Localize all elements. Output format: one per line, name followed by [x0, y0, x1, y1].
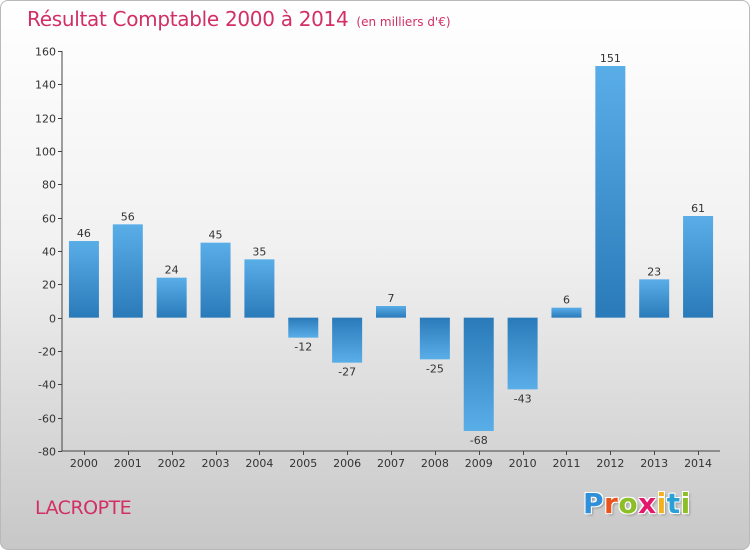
logo-letter: r [604, 487, 619, 520]
y-tick-label: 100 [35, 146, 56, 159]
y-tick-label: -80 [38, 446, 56, 459]
chart-title: Résultat Comptable 2000 à 2014 [27, 7, 349, 31]
x-tick-label: 2001 [114, 457, 142, 470]
x-tick-label: 2009 [465, 457, 493, 470]
x-tick-label: 2010 [509, 457, 537, 470]
bar-2003 [200, 242, 231, 318]
x-tick-label: 2014 [684, 457, 712, 470]
x-tick-label: 2003 [202, 457, 230, 470]
bar-2011 [551, 307, 582, 318]
x-tick-label: 2008 [421, 457, 449, 470]
data-label-2014: 61 [691, 202, 705, 215]
logo-letter: i [680, 487, 691, 520]
x-tick-label: 2002 [158, 457, 186, 470]
data-label-2009: -68 [470, 434, 488, 447]
chart-subtitle: (en milliers d'€) [356, 15, 451, 29]
data-label-2005: -12 [294, 341, 312, 354]
data-label-2000: 46 [77, 227, 91, 240]
data-label-2006: -27 [338, 366, 356, 379]
data-label-2001: 56 [121, 210, 135, 223]
bar-2000 [68, 241, 99, 318]
bar-2012 [595, 66, 626, 318]
commune-name: LACROPTE [35, 497, 132, 519]
data-label-2013: 23 [647, 265, 661, 278]
x-tick-label: 2004 [245, 457, 273, 470]
bar-2001 [112, 224, 143, 318]
x-tick-label: 2007 [377, 457, 405, 470]
bar-2005 [288, 317, 319, 338]
bar-2007 [376, 306, 406, 318]
proxiti-logo: Proxiti [583, 487, 691, 520]
bar-2013 [639, 279, 670, 318]
data-label-2003: 45 [209, 229, 223, 242]
logo-letter: o [618, 487, 639, 520]
x-tick-label: 2000 [70, 457, 98, 470]
y-tick-label: 140 [35, 79, 56, 92]
bar-2014 [683, 216, 714, 318]
logo-letter: P [583, 487, 605, 520]
bar-2002 [156, 277, 187, 318]
y-tick-label: 60 [42, 213, 56, 226]
y-tick-label: 40 [42, 246, 56, 259]
y-tick-label: -40 [38, 379, 56, 392]
bar-2008 [419, 317, 450, 360]
data-label-2012: 151 [600, 52, 621, 65]
y-tick-label: 160 [35, 46, 56, 59]
x-tick-label: 2013 [640, 457, 668, 470]
y-tick-label: 20 [42, 279, 56, 292]
x-tick-label: 2005 [289, 457, 317, 470]
logo-letter: i [656, 487, 667, 520]
data-label-2008: -25 [426, 362, 444, 375]
data-label-2004: 35 [252, 245, 266, 258]
x-tick-label: 2012 [596, 457, 624, 470]
bar-2006 [332, 317, 363, 363]
data-label-2002: 24 [165, 264, 179, 277]
y-tick-label: 0 [49, 313, 56, 326]
bar-2004 [244, 259, 275, 318]
y-tick-label: -60 [38, 413, 56, 426]
y-tick-label: -20 [38, 346, 56, 359]
bar-2009 [463, 317, 494, 431]
y-tick-label: 80 [42, 179, 56, 192]
bar-2010 [507, 317, 538, 390]
data-label-2007: 7 [388, 292, 395, 305]
y-tick-label: 120 [35, 113, 56, 126]
logo-letter: t [666, 487, 681, 520]
logo-letter: x [638, 487, 657, 520]
title-row: Résultat Comptable 2000 à 2014 (en millie… [27, 7, 451, 31]
x-tick-label: 2011 [552, 457, 580, 470]
data-label-2011: 6 [563, 294, 570, 307]
x-tick-label: 2006 [333, 457, 361, 470]
data-label-2010: -43 [514, 392, 532, 405]
